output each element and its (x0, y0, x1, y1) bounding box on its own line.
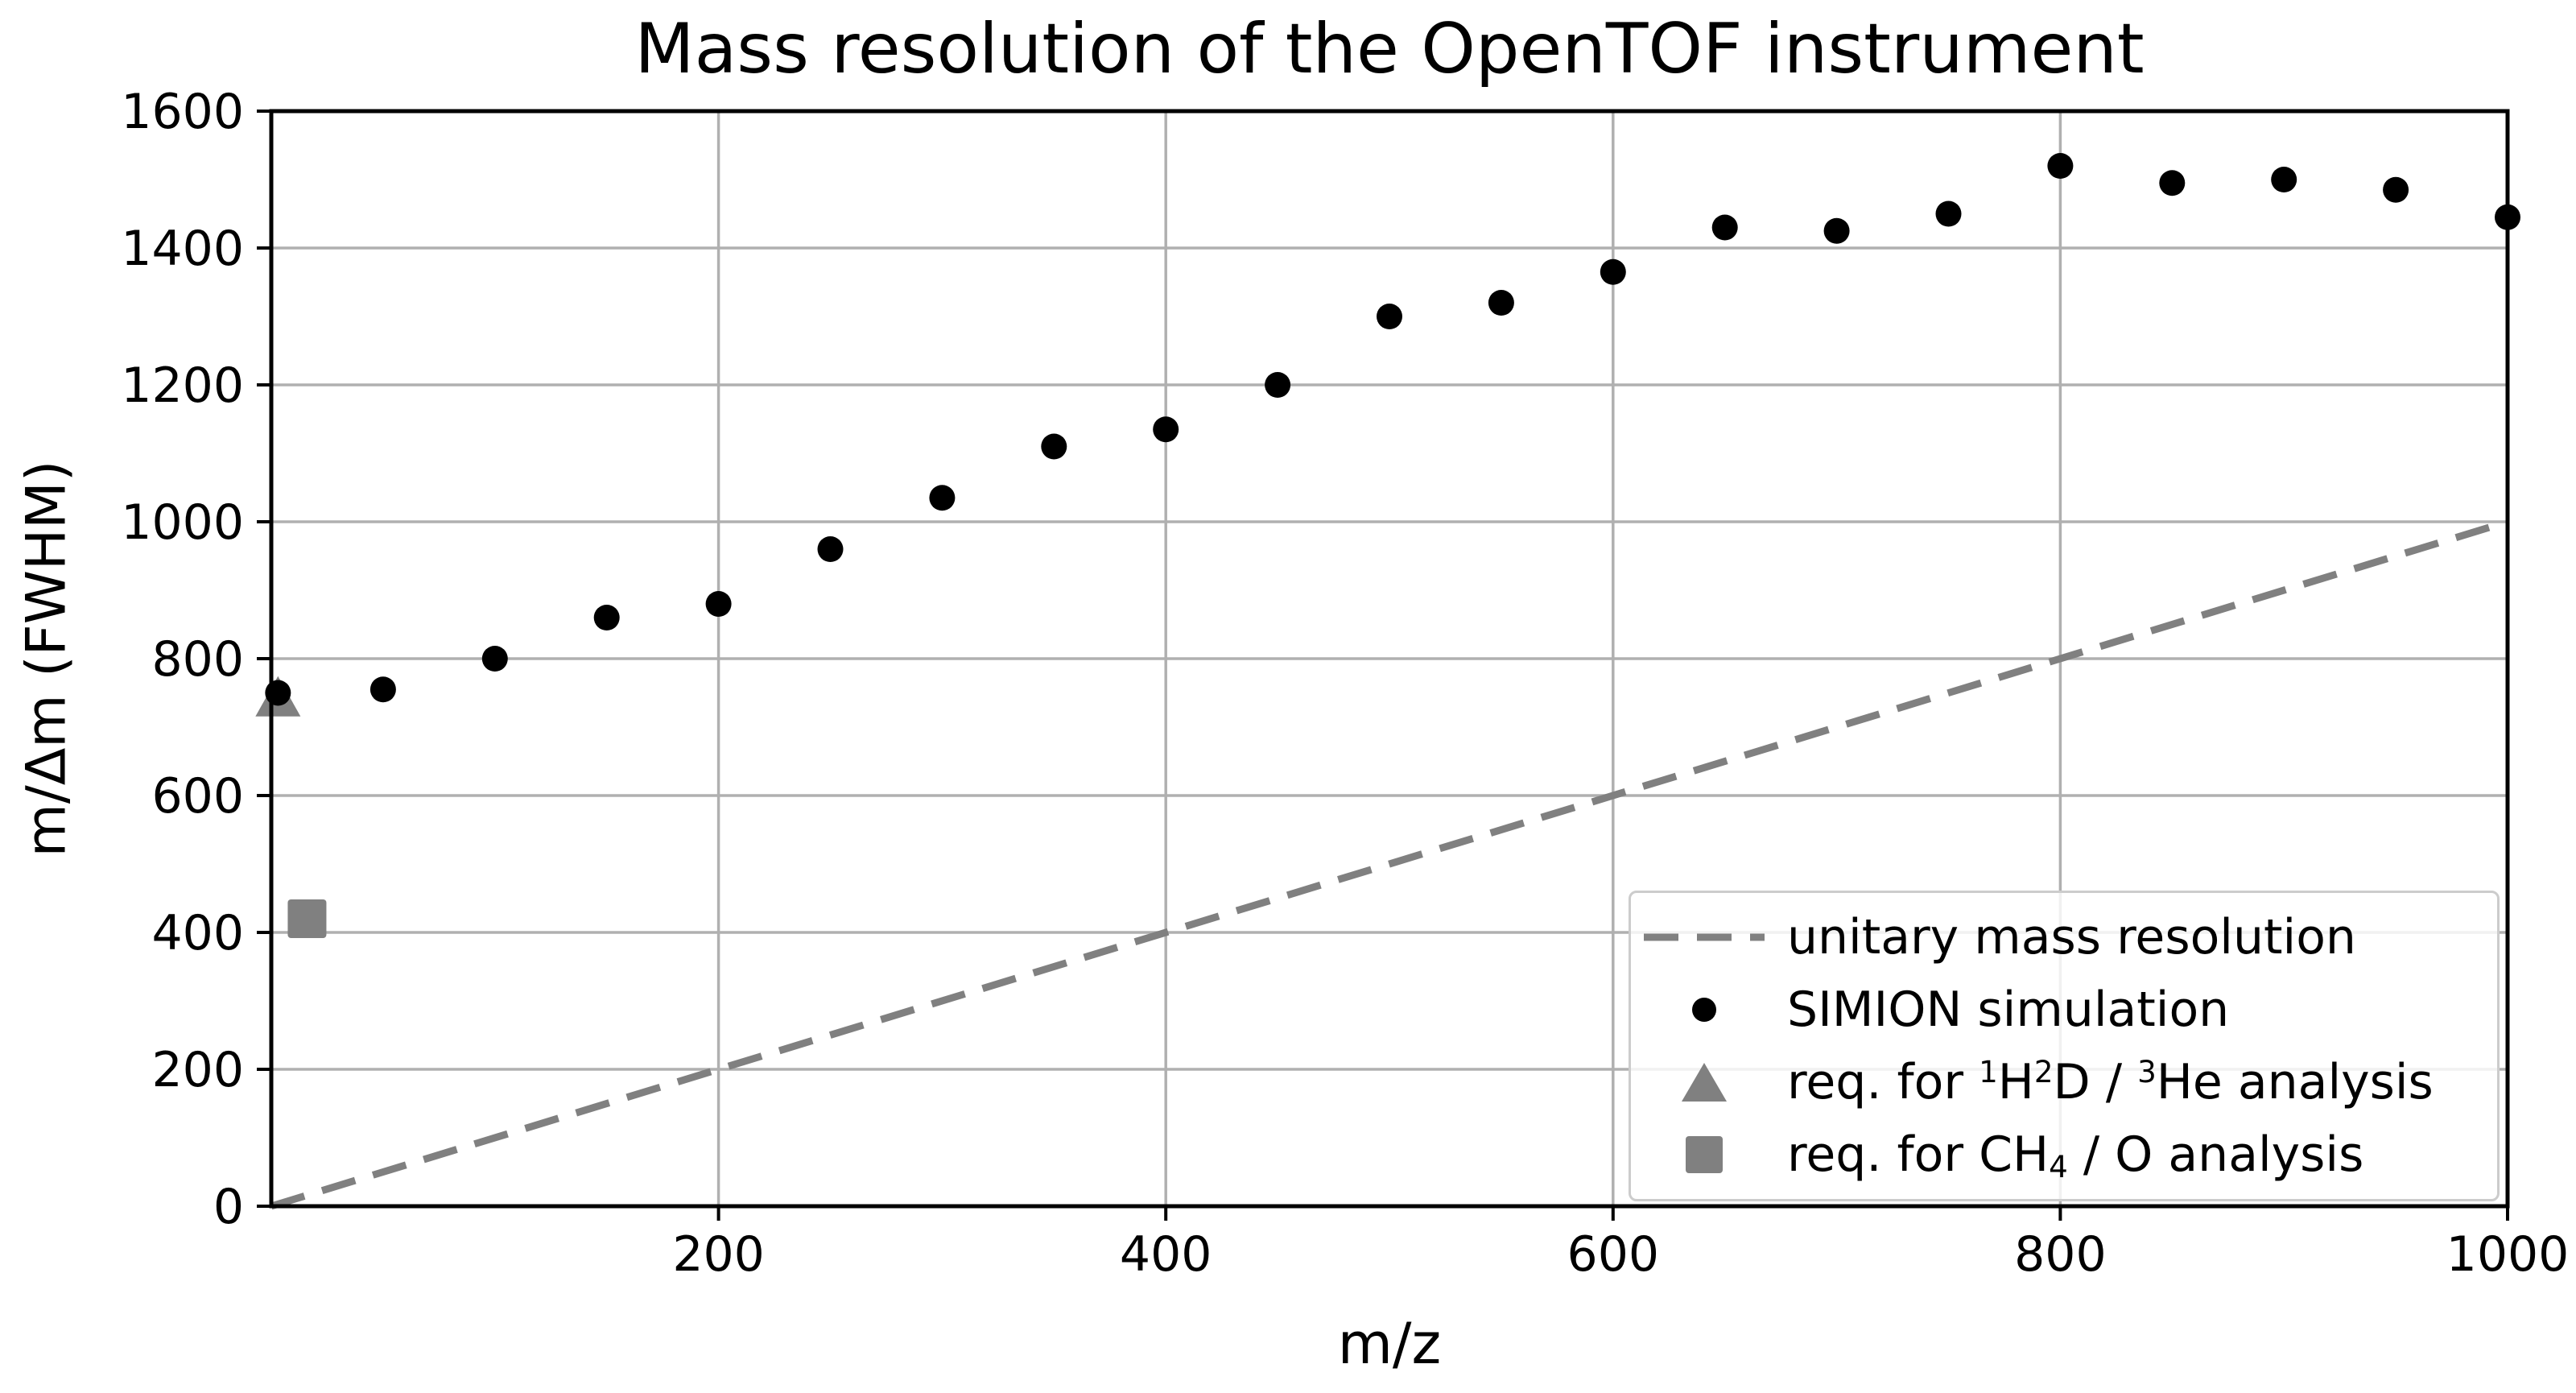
simion-data-point (2383, 176, 2409, 203)
chart-title: Mass resolution of the OpenTOF instrumen… (634, 9, 2145, 89)
simion-data-point (2047, 153, 2074, 179)
legend-label: SIMION simulation (1787, 982, 2230, 1038)
legend-handle (1644, 1135, 1765, 1174)
simion-data-point (1488, 290, 1514, 316)
legend-handle (1644, 1060, 1765, 1104)
simion-data-point (817, 536, 844, 562)
legend-handle (1644, 932, 1765, 943)
simion-data-point (1823, 217, 1850, 244)
dot-icon (1692, 998, 1716, 1022)
dashed-line-icon (1644, 933, 1765, 941)
simion-data-point (1600, 258, 1626, 285)
x-tick-label-1000: 1000 (2446, 1226, 2570, 1283)
simion-data-point (929, 485, 956, 511)
unitary-mass-resolution-line (270, 518, 2509, 1210)
x-axis-label: m/z (1337, 1311, 1442, 1377)
x-tick-label-800: 800 (2014, 1226, 2107, 1283)
y-tick-label-0: 0 (213, 1179, 244, 1235)
legend-label: req. for 1H2D / 3He analysis (1787, 1053, 2434, 1110)
x-tick-label-400: 400 (1120, 1226, 1212, 1283)
legend-row-1: unitary mass resolution (1631, 902, 2497, 973)
legend-row-4: req. for CH4 / O analysis (1631, 1119, 2497, 1190)
simion-data-point (593, 605, 620, 630)
y-tick-label-1000: 1000 (121, 494, 244, 551)
simion-data-point (481, 646, 508, 672)
simion-data-point (1377, 304, 1402, 329)
triangle-icon (1682, 1063, 1727, 1102)
simion-data-point (1153, 416, 1179, 443)
simion-data-point (265, 680, 291, 706)
legend-label: unitary mass resolution (1787, 909, 2356, 965)
simion-data-point (369, 676, 396, 703)
simion-data-point (2495, 204, 2520, 230)
legend-row-2: SIMION simulation (1631, 974, 2497, 1045)
simion-data-point (1265, 372, 1291, 398)
y-tick-label-200: 200 (151, 1042, 244, 1098)
simion-data-point (705, 591, 732, 617)
legend: unitary mass resolution SIMION simulation… (1629, 891, 2500, 1201)
square-icon (1686, 1136, 1723, 1173)
legend-handle (1644, 994, 1765, 1026)
x-tick-label-600: 600 (1567, 1226, 1660, 1283)
y-tick-label-1600: 1600 (121, 84, 244, 140)
simion-data-point (2159, 170, 2186, 196)
y-axis-label: m/Δm (FWHM) (14, 460, 79, 858)
legend-row-3: req. for 1H2D / 3He analysis (1631, 1047, 2497, 1118)
y-tick-label-800: 800 (151, 631, 244, 688)
legend-label: req. for CH4 / O analysis (1787, 1126, 2364, 1185)
y-tick-label-600: 600 (151, 768, 244, 825)
y-tick-label-1200: 1200 (121, 358, 244, 414)
simion-data-point (1935, 200, 1962, 227)
y-tick-label-1400: 1400 (121, 221, 244, 277)
requirement-square-marker (287, 899, 327, 938)
x-tick-label-200: 200 (672, 1226, 765, 1283)
simion-data-point (1041, 433, 1067, 460)
simion-data-point (2271, 167, 2297, 192)
simion-data-point (1711, 214, 1738, 241)
y-tick-label-400: 400 (151, 905, 244, 961)
